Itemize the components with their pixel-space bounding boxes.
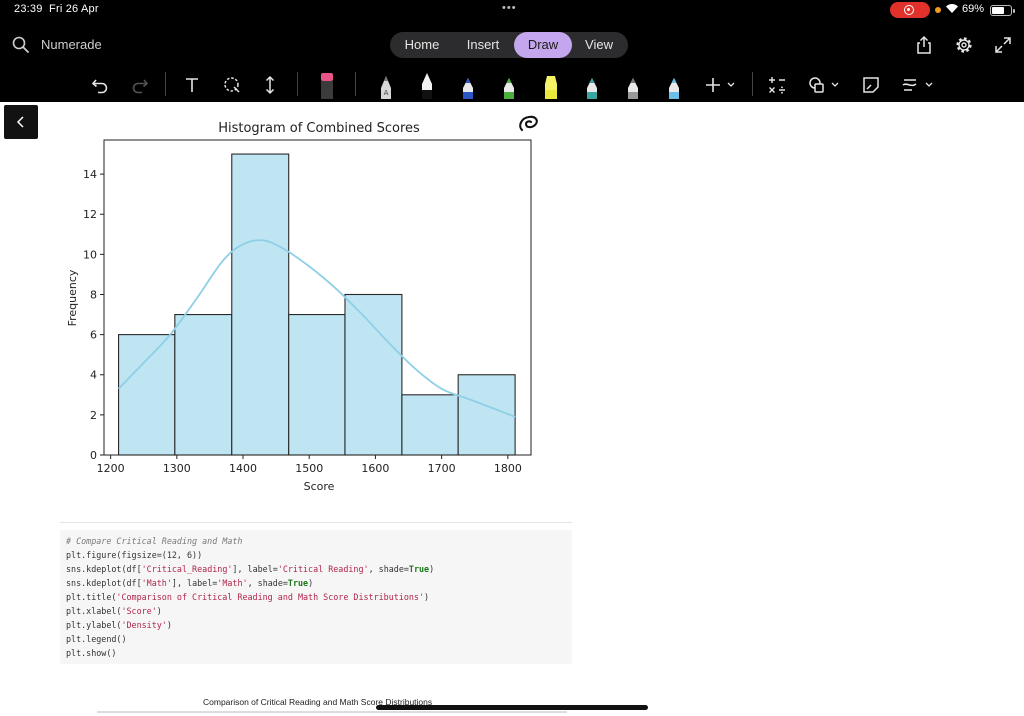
shapes-icon[interactable]: [804, 68, 844, 102]
chart-title: Histogram of Combined Scores: [218, 121, 420, 136]
add-tool-icon[interactable]: [700, 68, 740, 102]
plot-frame: [103, 139, 532, 456]
kde-line: [117, 239, 516, 418]
code-line: plt.show(): [66, 648, 117, 658]
x-tick-label: 1500: [295, 462, 323, 475]
code-line: plt.title('Comparison of Critical Readin…: [66, 592, 430, 602]
code-line: plt.xlabel('Score'): [66, 606, 162, 616]
record-icon: [904, 5, 914, 15]
tab-insert[interactable]: Insert: [466, 37, 500, 52]
multitasking-dots[interactable]: •••: [502, 2, 517, 14]
home-indicator[interactable]: [376, 705, 648, 710]
y-axis-label: Frequency: [66, 269, 79, 326]
highlighter-icon[interactable]: [539, 68, 563, 102]
y-tick-label: 10: [83, 248, 97, 261]
undo-icon[interactable]: [88, 68, 112, 102]
search-label[interactable]: Numerade: [41, 37, 102, 52]
pen-blue-icon[interactable]: [457, 68, 479, 102]
histogram-bar-1: [118, 334, 176, 456]
next-figure-frame: [97, 711, 567, 713]
text-tool-icon[interactable]: [180, 68, 204, 102]
status-date: Fri 26 Apr: [49, 3, 99, 15]
y-tick-label: 14: [83, 168, 97, 181]
pen-lightblue-icon[interactable]: [663, 68, 685, 102]
back-button[interactable]: [4, 105, 38, 139]
x-tick-label: 1200: [97, 462, 125, 475]
y-tick-label: 4: [90, 369, 97, 382]
tab-draw[interactable]: Draw: [514, 32, 572, 58]
move-space-icon[interactable]: [258, 68, 282, 102]
share-icon[interactable]: [914, 35, 934, 55]
screen-record-indicator[interactable]: [890, 2, 930, 18]
redo-icon[interactable]: [128, 68, 152, 102]
battery-icon: [990, 5, 1015, 16]
search-icon[interactable]: [12, 36, 29, 53]
svg-text:A: A: [384, 89, 389, 97]
histogram-bar-7: [457, 374, 516, 456]
top-chrome: 23:39 Fri 26 Apr ••• 69% Numerade Home I…: [0, 0, 1024, 102]
wifi-icon: [945, 2, 959, 17]
math-icon[interactable]: [764, 68, 790, 102]
pen-green-icon[interactable]: [498, 68, 520, 102]
pen-teal-icon[interactable]: [581, 68, 603, 102]
pencil-icon[interactable]: A: [375, 68, 397, 102]
code-line: plt.legend(): [66, 634, 127, 644]
tab-view[interactable]: View: [585, 37, 613, 52]
next-figure-title: Comparison of Critical Reading and Math …: [203, 697, 433, 707]
ink-to-shape-icon[interactable]: [898, 68, 938, 102]
y-tick-label: 0: [90, 449, 97, 462]
y-tick-label: 2: [90, 409, 97, 422]
y-tick-label: 8: [90, 288, 97, 301]
histogram-bar-3: [231, 153, 290, 456]
x-tick-label: 1700: [428, 462, 456, 475]
draw-toolbar: A: [0, 68, 1024, 102]
code-line: sns.kdeplot(df['Critical_Reading'], labe…: [66, 564, 435, 574]
lasso-select-icon[interactable]: [220, 68, 244, 102]
chevron-left-icon: [16, 116, 24, 128]
code-line: plt.figure(figsize=(12, 6)): [66, 550, 203, 560]
mic-indicator-icon: [935, 7, 941, 13]
pen-icon[interactable]: [416, 68, 438, 102]
handwritten-lasso-icon: [519, 115, 538, 132]
status-time: 23:39 Fri 26 Apr: [14, 3, 99, 15]
x-tick-label: 1600: [361, 462, 389, 475]
eraser-icon[interactable]: [316, 68, 338, 102]
y-tick-label: 6: [90, 329, 97, 342]
x-axis-label: Score: [304, 480, 335, 493]
x-tick-label: 1800: [494, 462, 522, 475]
y-tick-label: 12: [83, 208, 97, 221]
histogram-chart: Histogram of Combined Scores 1200 1300 140…: [66, 121, 532, 493]
fullscreen-icon[interactable]: [993, 35, 1013, 55]
code-line: # Compare Critical Reading and Math: [66, 536, 243, 546]
code-cell: # Compare Critical Reading and Math plt.f…: [60, 530, 572, 664]
tab-home[interactable]: Home: [404, 37, 440, 52]
sticky-note-icon[interactable]: [858, 68, 884, 102]
cell-divider: [60, 522, 572, 523]
pen-gray-icon[interactable]: [622, 68, 644, 102]
histogram-bar-6: [401, 394, 459, 456]
x-tick-label: 1300: [163, 462, 191, 475]
ribbon-tabs: Home Insert Draw View: [390, 32, 628, 58]
battery-percent: 69%: [962, 3, 985, 15]
histogram-bar-4: [288, 314, 346, 456]
histogram-bar-2: [174, 314, 233, 456]
code-line: sns.kdeplot(df['Math'], label='Math', sh…: [66, 578, 314, 588]
code-line: plt.ylabel('Density'): [66, 620, 172, 630]
histogram-bar-5: [344, 293, 403, 456]
settings-icon[interactable]: [954, 35, 974, 55]
x-tick-label: 1400: [229, 462, 257, 475]
